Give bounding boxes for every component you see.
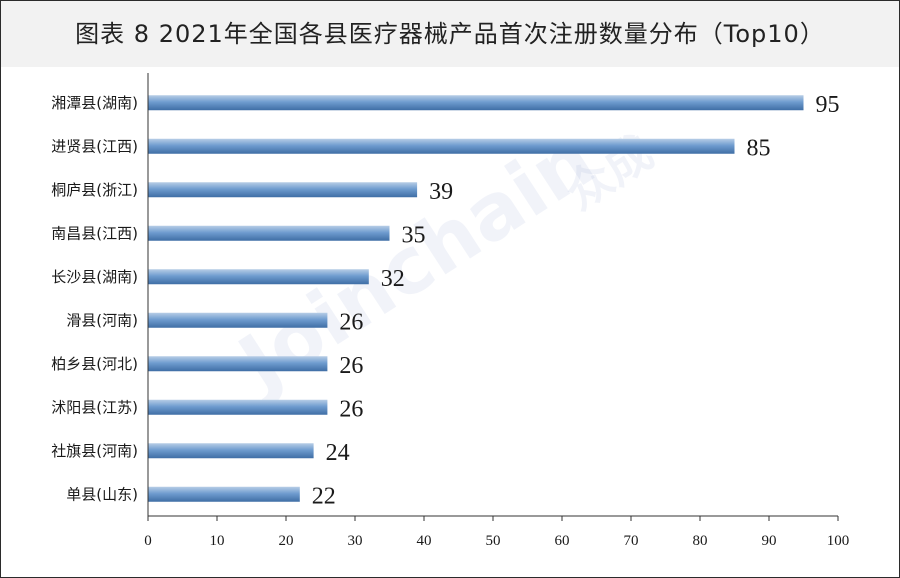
value-label: 26: [339, 396, 363, 422]
x-tick-label: 70: [624, 533, 639, 549]
x-tick-label: 90: [762, 533, 777, 549]
value-label: 35: [402, 222, 426, 248]
value-label: 32: [381, 266, 405, 292]
category-label: 桐庐县(浙江): [51, 181, 138, 199]
category-label: 南昌县(江西): [51, 224, 138, 242]
bar: [148, 486, 300, 502]
category-label: 沭阳县(江苏): [51, 398, 138, 416]
x-axis: 0 10 20 30 40 50 60 70 80 90 100: [144, 73, 849, 549]
value-label: 24: [326, 440, 350, 466]
x-tick-label: 20: [279, 533, 294, 549]
x-tick-label: 60: [555, 533, 570, 549]
category-label: 滑县(河南): [66, 311, 138, 329]
x-tick-label: 80: [693, 533, 708, 549]
category-label: 柏乡县(河北): [51, 355, 138, 373]
x-tick-label: 40: [417, 533, 432, 549]
x-tick-label: 30: [348, 533, 363, 549]
value-label: 39: [429, 179, 453, 205]
category-label: 单县(山东): [66, 485, 138, 503]
bar: [148, 356, 328, 372]
bar: [148, 95, 804, 111]
bars: 湘潭县(湖南) 95 进贤县(江西) 85 桐庐县(浙江) 39 南昌县(江西) 35 长沙县(…: [51, 92, 839, 510]
category-label: 湘潭县(湖南): [51, 94, 138, 112]
x-tick-label: 50: [486, 533, 501, 549]
x-tick-label: 0: [144, 533, 152, 549]
bar: [148, 138, 735, 154]
value-label: 95: [816, 92, 840, 118]
value-label: 22: [312, 483, 336, 509]
value-label: 26: [339, 309, 363, 335]
bar: [148, 312, 328, 328]
bar: [148, 399, 328, 415]
chart-title: 图表 8 2021年全国各县医疗器械产品首次注册数量分布（Top10）: [75, 20, 825, 48]
category-label: 社旗县(河南): [51, 442, 138, 460]
x-tick-label: 10: [210, 533, 225, 549]
category-label: 进贤县(江西): [51, 137, 138, 155]
bar: [148, 225, 390, 241]
bar: [148, 443, 314, 459]
bar: [148, 182, 418, 198]
category-label: 长沙县(湖南): [51, 268, 138, 286]
title-bar: [1, 1, 899, 67]
bar: [148, 269, 369, 285]
value-label: 85: [747, 135, 771, 161]
value-label: 26: [339, 353, 363, 379]
x-tick-label: 100: [827, 533, 850, 549]
